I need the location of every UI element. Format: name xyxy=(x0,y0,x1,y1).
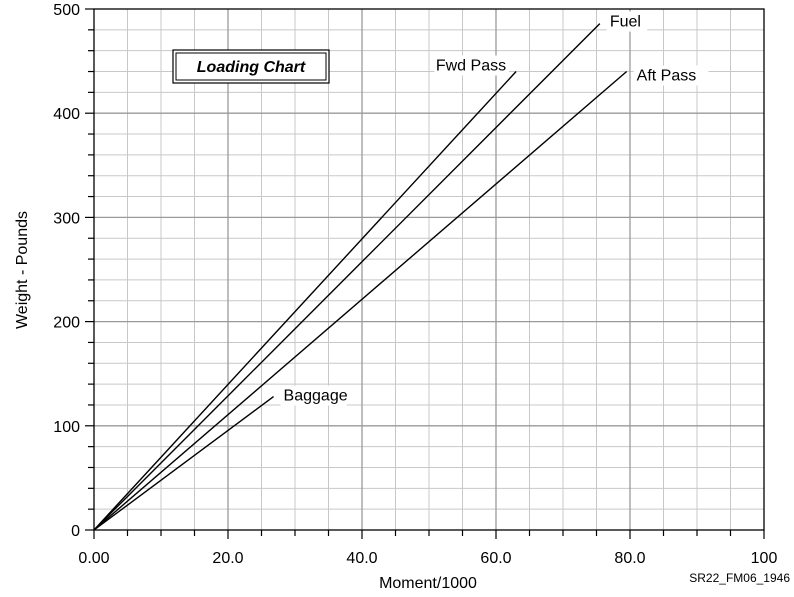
x-tick-label: 80.0 xyxy=(614,550,645,567)
x-tick-label: 60.0 xyxy=(480,550,511,567)
series-label-fwd-pass: Fwd Pass xyxy=(436,58,506,75)
y-tick-label: 200 xyxy=(53,315,80,332)
major-grid xyxy=(94,9,764,530)
tick-labels: 0.00 20.0 40.0 60.0 80.0 100 0 100 200 300 400 500 xyxy=(53,2,777,567)
y-tick-label: 300 xyxy=(53,210,80,227)
minor-grid xyxy=(94,9,764,530)
series-label-bg-aft-pass xyxy=(633,65,709,86)
series-line-baggage xyxy=(93,396,274,531)
figure-id: SR22_FM06_1946 xyxy=(689,571,790,585)
series-line-fwd-pass xyxy=(93,71,517,531)
chart-title-box: Loading Chart xyxy=(172,49,330,84)
y-axis-title: Weight - Pounds xyxy=(14,211,31,329)
x-tick-label: 40.0 xyxy=(346,550,377,567)
series-label-aft-pass: Aft Pass xyxy=(637,68,697,85)
x-axis-title: Moment/1000 xyxy=(379,575,477,592)
y-tick-label: 500 xyxy=(53,2,80,19)
series-lines xyxy=(93,23,628,531)
series-label-fuel: Fuel xyxy=(610,14,641,31)
series-labels: Fwd Pass Fuel Aft Pass Baggage xyxy=(280,11,709,406)
series-label-bg-fwd-pass xyxy=(434,55,510,76)
y-tick-label: 100 xyxy=(53,419,80,436)
series-label-bg-fuel xyxy=(606,11,648,32)
chart-title: Loading Chart xyxy=(197,59,306,76)
x-tick-label: 100 xyxy=(751,550,778,567)
y-tick-label: 400 xyxy=(53,106,80,123)
series-label-bg-baggage xyxy=(280,385,347,406)
x-tick-label: 20.0 xyxy=(212,550,243,567)
series-line-aft-pass xyxy=(93,70,628,531)
series-label-baggage: Baggage xyxy=(284,388,348,405)
series-line-fuel xyxy=(93,23,601,531)
y-tick-label: 0 xyxy=(71,523,80,540)
axes xyxy=(85,8,765,539)
x-tick-label: 0.00 xyxy=(78,550,109,567)
